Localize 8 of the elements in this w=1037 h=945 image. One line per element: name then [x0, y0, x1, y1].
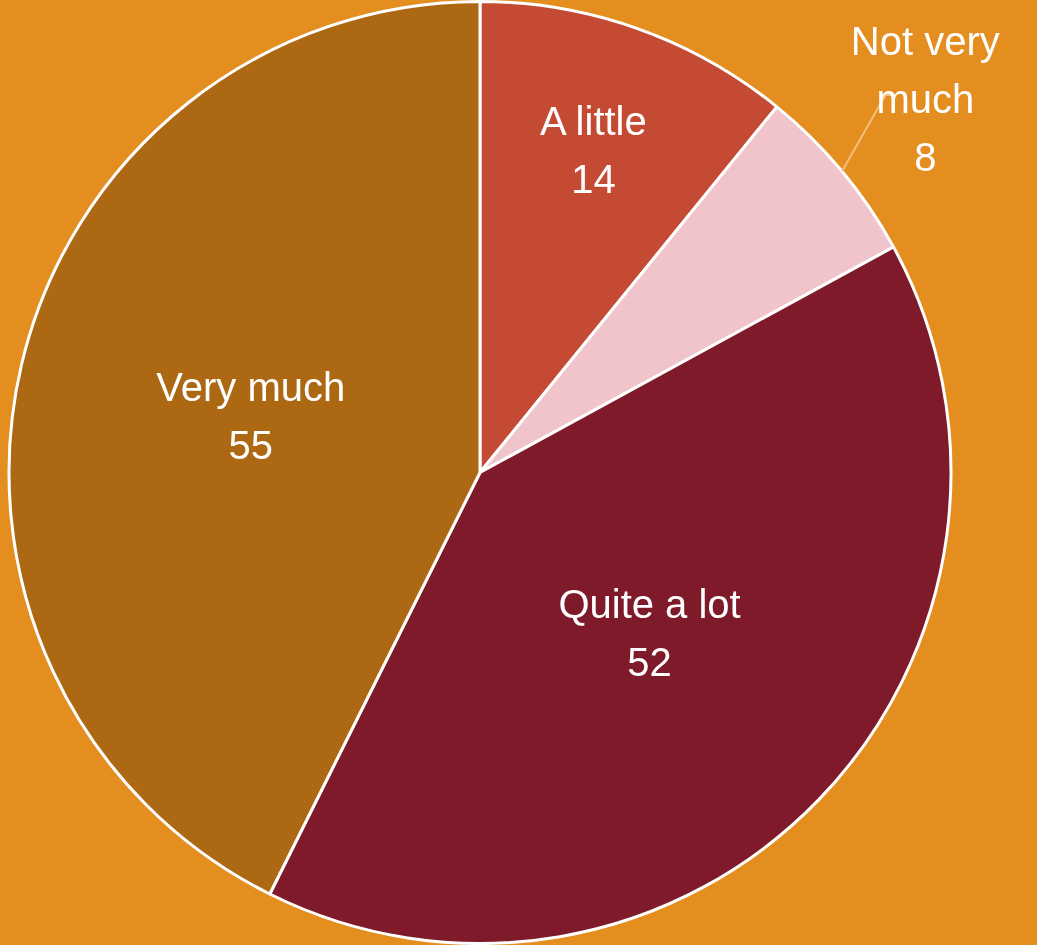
data-label: 55 [228, 422, 274, 467]
slice-label: Quite a lot [558, 581, 741, 626]
slice-label: Not very much [850, 18, 1000, 121]
slice-label: A little [540, 98, 647, 143]
data-label: 14 [571, 156, 616, 201]
data-label: 8 [914, 134, 937, 179]
slice-label: Very much [156, 364, 346, 409]
data-label: 52 [627, 639, 672, 684]
